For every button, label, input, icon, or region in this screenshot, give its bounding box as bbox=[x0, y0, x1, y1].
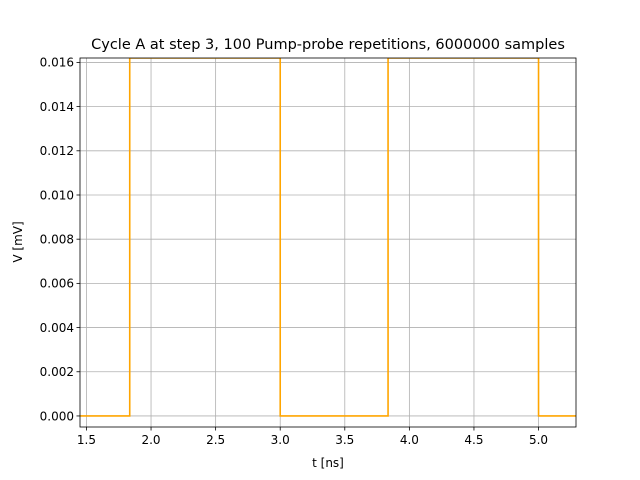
y-tick-label: 0.006 bbox=[40, 277, 74, 291]
plot-area bbox=[80, 58, 576, 417]
x-tick-label: 2.5 bbox=[206, 433, 225, 447]
y-tick-label: 0.010 bbox=[40, 188, 74, 202]
y-tick-label: 0.000 bbox=[40, 409, 74, 423]
grid bbox=[80, 58, 576, 427]
y-axis-label: V [mV] bbox=[11, 221, 25, 262]
axis-ticks: 1.5 2.0 2.5 3.0 3.5 4.0 4.5 5.0 0.000 0.002 0.004 0… bbox=[40, 56, 548, 447]
x-axis-label: t [ns] bbox=[312, 456, 344, 470]
x-tick-label: 3.0 bbox=[271, 433, 290, 447]
y-tick-label: 0.016 bbox=[40, 56, 74, 70]
x-tick-label: 5.0 bbox=[529, 433, 548, 447]
y-tick-label: 0.004 bbox=[40, 321, 74, 335]
y-tick-label: 0.008 bbox=[40, 232, 74, 246]
x-tick-label: 4.5 bbox=[464, 433, 483, 447]
x-tick-label: 3.5 bbox=[335, 433, 354, 447]
x-tick-label: 1.5 bbox=[77, 433, 96, 447]
chart-title: Cycle A at step 3, 100 Pump-probe repeti… bbox=[91, 37, 565, 53]
y-tick-label: 0.002 bbox=[40, 365, 74, 379]
x-tick-label: 2.0 bbox=[141, 433, 160, 447]
series-line-0 bbox=[80, 58, 576, 417]
axes-frame bbox=[79, 57, 577, 428]
y-tick-label: 0.014 bbox=[40, 100, 74, 114]
y-tick-label: 0.012 bbox=[40, 144, 74, 158]
x-tick-label: 4.0 bbox=[400, 433, 419, 447]
